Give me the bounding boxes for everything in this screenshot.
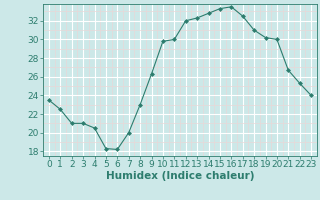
X-axis label: Humidex (Indice chaleur): Humidex (Indice chaleur) (106, 171, 254, 181)
